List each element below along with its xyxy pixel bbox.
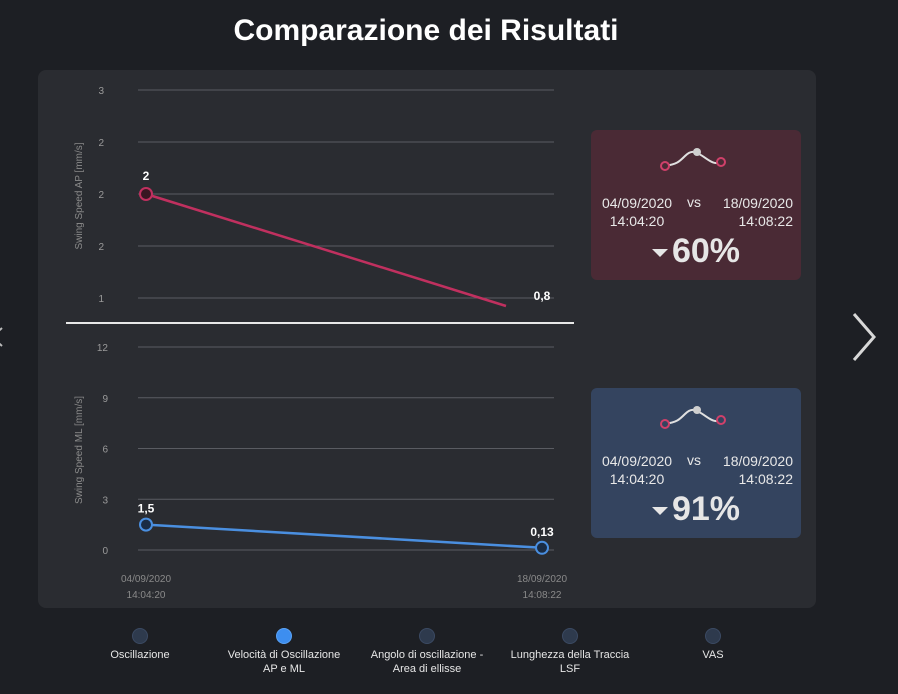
ml-result-card: 04/09/2020 14:04:20 vs 18/09/2020 14:08:… [591,388,801,538]
chevron-left-icon[interactable] [0,310,4,364]
carousel-label: Lunghezza della Traccia [510,649,630,661]
data-point-ml [139,517,153,532]
x-tick-label-time: 14:04:20 [127,590,166,601]
x-tick-label-time: 14:08:22 [523,590,562,601]
end-date: 18/09/2020 [722,453,793,469]
data-label-ap: 2 [143,169,150,183]
carousel-item-velocita[interactable]: Velocità di Oscillazione AP e ML [214,626,354,676]
delta-percentage: 91% [591,490,801,529]
start-time: 14:04:20 [609,471,665,487]
start-date: 04/09/2020 [601,453,673,469]
start-datetime: 04/09/2020 14:04:20 [599,194,675,230]
carousel-item-oscillazione[interactable]: Oscillazione [70,626,210,662]
delta-value: 91% [671,490,741,528]
end-datetime: 18/09/2020 14:08:22 [713,194,793,230]
y-tick-label: 2 [98,138,104,149]
y-axis-label: Swing Speed AP [mm/s] [74,142,85,249]
start-date: 04/09/2020 [601,195,673,211]
chevron-right-icon[interactable] [848,310,878,364]
delta-value: 60% [671,232,741,270]
data-label-ml: 0,13 [530,525,554,539]
y-tick-label: 6 [102,445,108,456]
carousel-dot[interactable] [419,628,435,644]
carousel-dot[interactable] [705,628,721,644]
end-time: 14:08:22 [738,213,794,229]
data-label-ap: 0,8 [534,289,551,303]
x-tick-label-date: 04/09/2020 [121,574,171,585]
y-tick-label: 3 [102,495,108,506]
carousel-dot-active[interactable] [276,628,292,644]
start-datetime: 04/09/2020 14:04:20 [599,452,675,488]
end-datetime: 18/09/2020 14:08:22 [713,452,793,488]
end-time: 14:08:22 [738,471,794,487]
ap-result-card: 04/09/2020 14:04:20 vs 18/09/2020 14:08:… [591,130,801,280]
y-tick-label: 3 [98,86,104,97]
y-tick-label: 9 [102,394,108,405]
carousel-dot[interactable] [562,628,578,644]
carousel-dot[interactable] [132,628,148,644]
sparkline-icon [660,406,726,429]
vs-label: vs [687,194,701,210]
carousel-item-vas[interactable]: VAS [643,626,783,662]
carousel-label-line2: LSF [559,663,581,675]
vs-label: vs [687,452,701,468]
y-tick-label: 2 [98,190,104,201]
carousel-item-lunghezza[interactable]: Lunghezza della Traccia LSF [500,626,640,676]
end-date: 18/09/2020 [722,195,793,211]
delta-percentage: 60% [591,232,801,271]
start-time: 14:04:20 [609,213,665,229]
carousel-indicators: Oscillazione Velocità di Oscillazione AP… [0,626,898,686]
series-line-ml [145,523,543,550]
series-line-ap [145,192,507,308]
decrease-arrow-icon [651,249,668,258]
sparkline-icon [660,148,726,171]
y-tick-label: 1 [98,294,104,305]
data-label-ml: 1,5 [138,502,155,516]
carousel-label-line2: Area di ellisse [392,663,462,675]
carousel-label: Velocità di Oscillazione [227,649,341,661]
y-tick-label: 12 [97,343,109,354]
y-tick-label: 2 [98,242,104,253]
y-tick-label: 0 [102,546,108,557]
carousel-label: Angolo di oscillazione - [370,649,484,661]
x-tick-label-date: 18/09/2020 [517,574,567,585]
page-title: Comparazione dei Risultati [233,14,619,47]
y-axis-label: Swing Speed ML [mm/s] [74,396,85,504]
carousel-label: VAS [702,649,724,661]
carousel-label-line2: AP e ML [263,663,305,675]
decrease-arrow-icon [651,507,668,516]
carousel-label: Oscillazione [110,649,170,661]
data-point-ml [535,540,549,555]
carousel-item-angolo[interactable]: Angolo di oscillazione - Area di ellisse [357,626,497,676]
data-point-ap [139,187,153,201]
